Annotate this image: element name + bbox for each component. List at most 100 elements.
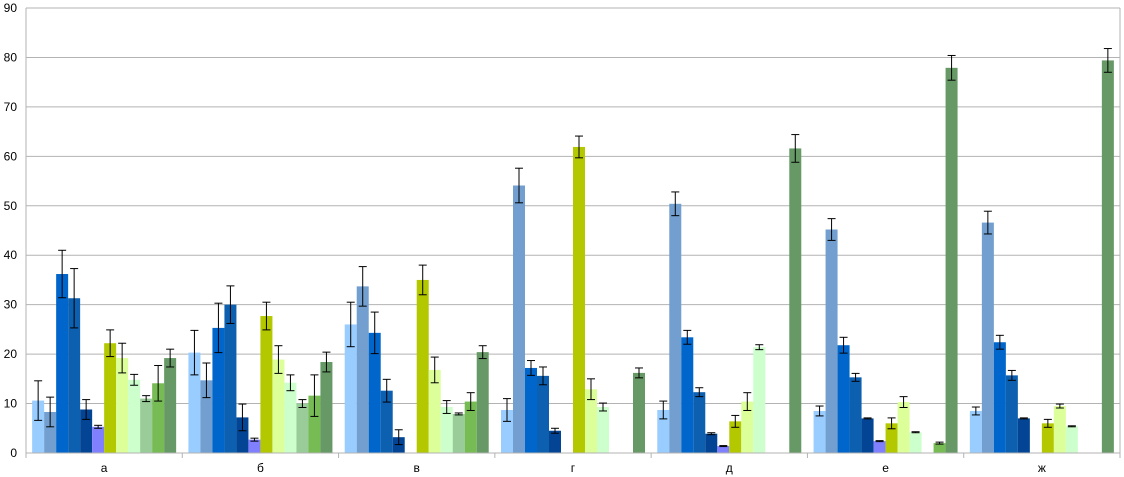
x-tick-label: е [882,461,889,475]
bar [140,398,153,453]
bar [969,410,982,453]
bar [585,389,597,453]
error-bar [94,424,103,429]
bar [729,421,742,453]
y-tick-label: 40 [4,248,18,262]
bar [525,367,537,453]
bar [44,411,57,453]
error-bar [322,351,331,373]
error-bar [539,366,547,386]
bar [861,418,874,453]
bar [416,279,429,453]
error-bar [34,380,43,421]
bar [440,407,453,453]
error-bar [394,429,403,446]
bar [32,400,45,453]
error-bar [382,378,391,403]
bar [513,185,525,453]
error-bar [947,54,956,81]
error-bar [466,392,475,411]
bar [669,203,682,453]
error-bar [575,135,583,159]
bar [837,345,850,453]
bar [1041,423,1054,453]
error-bar [1067,425,1076,428]
error-bar [755,344,764,351]
error-bar [875,440,884,443]
bar [753,347,766,453]
bar [296,403,309,453]
error-bar [587,378,595,401]
error-bar [70,268,79,329]
y-tick-label: 70 [4,100,18,114]
error-bar [815,405,824,417]
error-bar [262,301,271,331]
bar [452,413,465,453]
error-bar [1019,417,1028,420]
error-bar [298,399,307,409]
error-bar [827,218,836,241]
x-tick-label: д [726,461,733,475]
error-bar [310,374,319,417]
error-bar [454,412,463,416]
error-bar [430,356,439,384]
bar [1005,375,1018,453]
y-tick-label: 10 [4,397,18,411]
bar [933,443,946,453]
y-axis-ticks: 0 10 20 30 40 50 60 70 80 90 [4,1,18,460]
bar [573,146,585,453]
error-bar [791,134,800,163]
error-bar [935,441,944,445]
bar [116,358,129,453]
bar [897,402,910,453]
bar [597,407,609,453]
bar [236,417,249,453]
error-bar [130,373,139,386]
bar [428,369,441,453]
error-bar [82,399,91,420]
bar [825,229,838,453]
error-bar [154,364,163,402]
error-bar [839,336,848,354]
error-bar [995,334,1004,350]
error-bar [370,311,379,355]
error-bar [1055,403,1064,409]
bar [344,324,357,453]
bar [92,426,105,453]
bar [128,379,141,453]
bar [212,327,225,453]
error-bar [719,445,728,448]
error-bar [142,395,151,403]
bar [476,352,489,453]
bar [188,352,201,453]
y-tick-label: 20 [4,347,18,361]
bar [657,409,670,453]
error-bar [214,302,223,354]
x-tick-label: ж [1038,461,1046,475]
x-tick-label: в [414,461,420,475]
bar [1017,418,1030,453]
bar [1065,426,1078,453]
bar [993,342,1006,453]
error-bar [58,249,67,299]
error-bar [503,398,511,422]
error-bar [983,210,992,235]
bar [260,316,273,453]
bar [681,337,694,453]
error-bar [418,264,427,296]
error-bar [166,348,175,368]
error-bar [695,387,704,398]
bar [1053,406,1066,453]
error-bar [226,285,235,324]
error-bar [1043,418,1052,428]
bar [68,298,81,453]
y-tick-label: 30 [4,298,18,312]
bar [368,332,381,453]
bar [537,375,549,453]
bar [272,359,285,453]
error-bar [202,362,211,399]
bar [1101,60,1114,454]
error-bar [887,417,896,430]
x-tick-label: б [257,461,264,475]
